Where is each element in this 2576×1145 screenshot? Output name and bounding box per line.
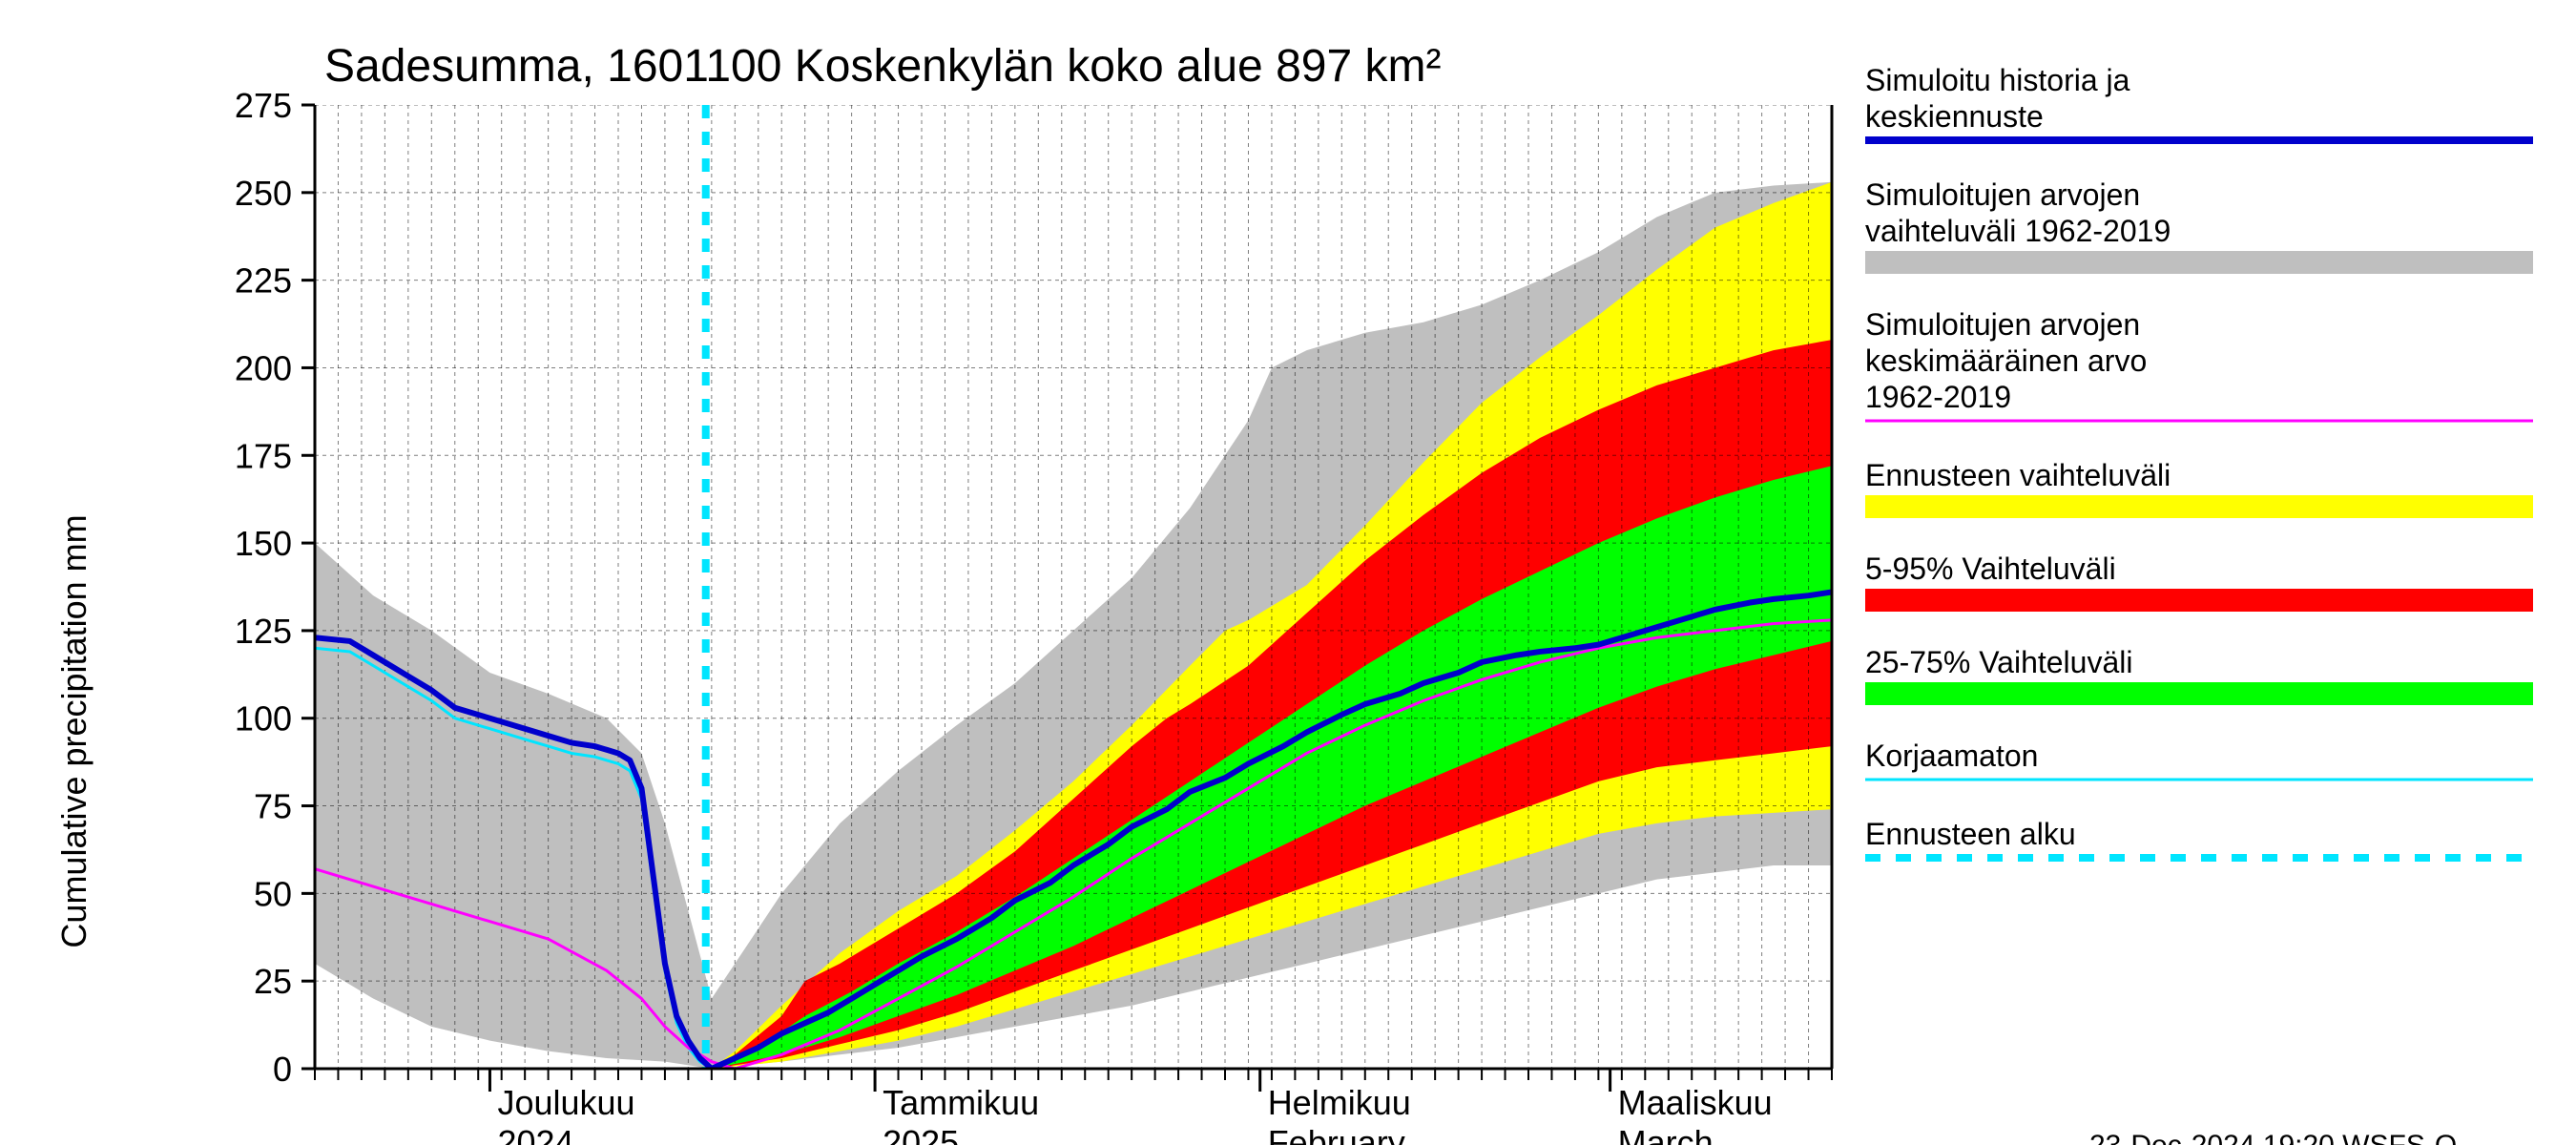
x-tick-sublabel: 2024 (497, 1123, 573, 1145)
y-tick-label: 100 (235, 699, 292, 739)
y-tick-label: 200 (235, 348, 292, 387)
chart-container: 0255075100125150175200225250275Joulukuu2… (0, 0, 2576, 1145)
legend-label: Ennusteen vaihteluväli (1865, 458, 2171, 492)
precipitation-chart: 0255075100125150175200225250275Joulukuu2… (0, 0, 2576, 1145)
legend-swatch (1865, 251, 2533, 274)
x-tick-label: Joulukuu (497, 1083, 634, 1122)
legend-label: keskimääräinen arvo (1865, 344, 2147, 378)
legend-label: 1962-2019 (1865, 380, 2011, 414)
legend-label: Simuloitu historia ja (1865, 63, 2130, 97)
y-tick-label: 175 (235, 436, 292, 475)
legend-label: Simuloitujen arvojen (1865, 307, 2140, 342)
x-tick-sublabel: March (1618, 1123, 1714, 1145)
y-tick-label: 125 (235, 612, 292, 651)
legend-label: Simuloitujen arvojen (1865, 177, 2140, 212)
legend-label: Korjaamaton (1865, 739, 2038, 773)
chart-title: Sadesumma, 1601100 Koskenkylän koko alue… (324, 41, 1441, 92)
chart-footer: 23-Dec-2024 19:20 WSFS-O (2089, 1130, 2457, 1145)
y-tick-label: 75 (254, 787, 292, 826)
legend-label: Ennusteen alku (1865, 817, 2076, 851)
x-tick-label: Tammikuu (883, 1083, 1039, 1122)
y-tick-label: 50 (254, 874, 292, 913)
legend-swatch (1865, 495, 2533, 518)
y-tick-label: 275 (235, 86, 292, 125)
y-tick-label: 0 (273, 1050, 292, 1089)
legend-label: 5-95% Vaihteluväli (1865, 552, 2116, 586)
x-tick-sublabel: February (1268, 1123, 1405, 1145)
legend-swatch (1865, 682, 2533, 705)
legend-label: vaihteluväli 1962-2019 (1865, 214, 2171, 248)
legend-label: keskiennuste (1865, 99, 2044, 134)
y-axis-label: Cumulative precipitation mm (54, 514, 93, 947)
x-tick-label: Helmikuu (1268, 1083, 1411, 1122)
legend-label: 25-75% Vaihteluväli (1865, 645, 2132, 679)
legend-swatch (1865, 589, 2533, 612)
x-tick-label: Maaliskuu (1618, 1083, 1773, 1122)
x-tick-sublabel: 2025 (883, 1123, 959, 1145)
y-tick-label: 150 (235, 524, 292, 563)
y-tick-label: 225 (235, 261, 292, 301)
y-tick-label: 250 (235, 174, 292, 213)
y-tick-label: 25 (254, 962, 292, 1001)
